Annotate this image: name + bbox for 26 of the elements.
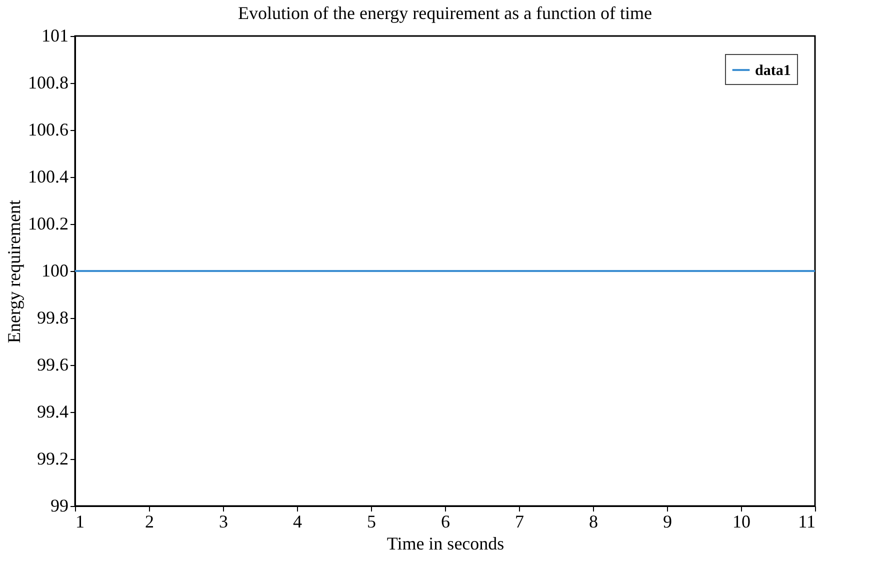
chart-title: Evolution of the energy requirement as a function of time xyxy=(238,3,652,23)
x-tick-label: 5 xyxy=(367,512,376,532)
x-tick-label: 9 xyxy=(663,512,672,532)
x-tick-label: 4 xyxy=(293,512,302,532)
x-tick-label: 10 xyxy=(732,512,750,532)
x-tick-label: 2 xyxy=(145,512,154,532)
x-tick-label: 11 xyxy=(798,512,816,532)
y-tick-label: 99.6 xyxy=(37,354,68,374)
x-axis-title: Time in seconds xyxy=(386,534,504,554)
y-tick-label: 100.4 xyxy=(28,166,68,186)
y-tick-label: 100.6 xyxy=(28,120,68,140)
x-tick-label: 3 xyxy=(219,512,228,532)
legend-label: data1 xyxy=(755,63,791,79)
y-tick-label: 101 xyxy=(42,26,68,46)
y-tick-label: 99.8 xyxy=(37,308,68,328)
x-tick-label: 7 xyxy=(515,512,524,532)
y-axis-title: Energy requirement xyxy=(4,200,24,344)
y-tick-label: 99.4 xyxy=(37,402,68,422)
y-tick-label: 100.8 xyxy=(28,72,68,92)
y-tick-label: 100.2 xyxy=(28,214,68,234)
y-tick-label: 99 xyxy=(50,496,68,516)
x-tick-label: 6 xyxy=(441,512,450,532)
x-tick-label: 8 xyxy=(589,512,598,532)
x-tick-label: 1 xyxy=(76,512,84,532)
y-tick-label: 100 xyxy=(42,260,68,280)
y-tick-label: 99.2 xyxy=(37,448,68,468)
